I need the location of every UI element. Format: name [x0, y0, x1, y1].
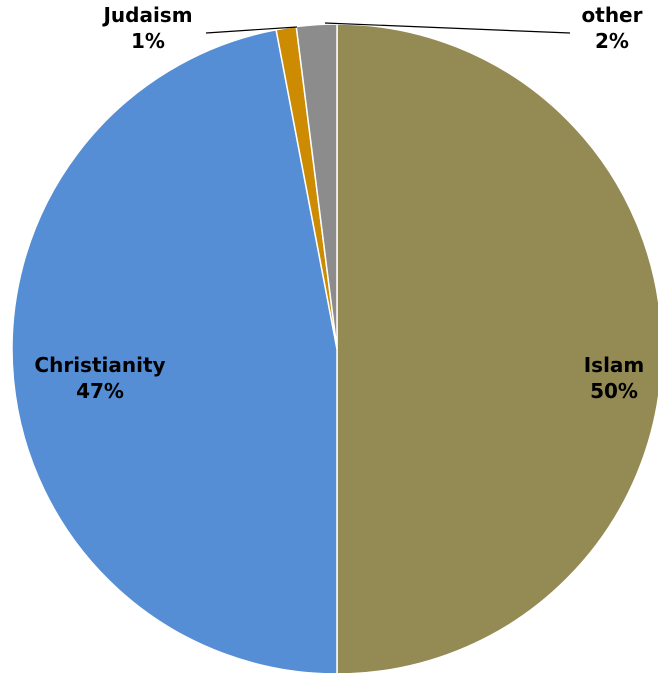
slice-percent-judaism: 1%: [131, 29, 165, 53]
slice-islam: [336, 23, 658, 673]
slice-label-islam: Islam: [584, 353, 645, 377]
slice-percent-islam: 50%: [590, 379, 638, 403]
slice-label-judaism: Judaism: [101, 3, 192, 27]
pie-slices: [11, 23, 658, 673]
slice-percent-christianity: 47%: [76, 379, 124, 403]
leader-lines: [205, 22, 571, 34]
slice-percent-other: 2%: [595, 29, 629, 53]
leader-line-judaism: [205, 26, 298, 34]
slice-label-christianity: Christianity: [34, 353, 165, 377]
leader-line-other: [324, 22, 571, 34]
slice-christianity: [11, 28, 338, 673]
slice-label-other: other: [582, 3, 643, 27]
